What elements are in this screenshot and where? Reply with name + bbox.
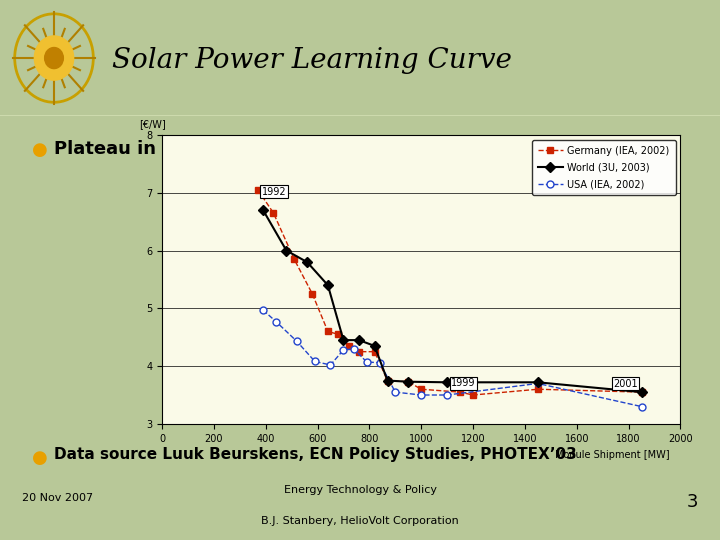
- Germany (IEA, 2002): [417, 386, 426, 393]
- USA (IEA, 2002): [417, 392, 426, 399]
- USA (IEA, 2002): [443, 392, 451, 399]
- Line: USA (IEA, 2002): USA (IEA, 2002): [260, 307, 645, 410]
- World (3U, 2003): [383, 377, 392, 384]
- Text: Plateau in direct manufacturing costs: Plateau in direct manufacturing costs: [54, 140, 436, 158]
- USA (IEA, 2002): [391, 389, 400, 395]
- Germany (IEA, 2002): [308, 291, 317, 297]
- USA (IEA, 2002): [375, 360, 384, 366]
- Legend: Germany (IEA, 2002), World (3U, 2003), USA (IEA, 2002): Germany (IEA, 2002), World (3U, 2003), U…: [533, 140, 675, 195]
- World (3U, 2003): [443, 379, 451, 386]
- Germany (IEA, 2002): [355, 348, 364, 355]
- Text: B.J. Stanbery, HelioVolt Corporation: B.J. Stanbery, HelioVolt Corporation: [261, 516, 459, 526]
- Line: Germany (IEA, 2002): Germany (IEA, 2002): [254, 186, 645, 399]
- USA (IEA, 2002): [271, 319, 280, 325]
- Germany (IEA, 2002): [534, 386, 542, 393]
- World (3U, 2003): [637, 389, 646, 395]
- Germany (IEA, 2002): [290, 256, 299, 262]
- Text: Energy Technology & Policy: Energy Technology & Policy: [284, 485, 436, 495]
- Text: Data source Luuk Beurskens, ECN Policy Studies, PHOTEX’03: Data source Luuk Beurskens, ECN Policy S…: [54, 447, 577, 462]
- Germany (IEA, 2002): [383, 377, 392, 384]
- Text: 3: 3: [687, 494, 698, 511]
- World (3U, 2003): [404, 379, 413, 385]
- World (3U, 2003): [339, 337, 348, 343]
- Text: Solar Power Learning Curve: Solar Power Learning Curve: [112, 47, 511, 74]
- USA (IEA, 2002): [258, 307, 267, 313]
- World (3U, 2003): [282, 247, 291, 254]
- USA (IEA, 2002): [534, 380, 542, 387]
- Text: 2001: 2001: [613, 379, 638, 389]
- World (3U, 2003): [370, 343, 379, 349]
- Germany (IEA, 2002): [404, 379, 413, 385]
- Text: ●: ●: [32, 449, 48, 467]
- Germany (IEA, 2002): [637, 389, 646, 395]
- Text: Module Shipment [MW]: Module Shipment [MW]: [555, 450, 670, 460]
- Text: [€/W]: [€/W]: [139, 119, 166, 129]
- Germany (IEA, 2002): [344, 343, 353, 349]
- Germany (IEA, 2002): [323, 328, 332, 335]
- World (3U, 2003): [303, 259, 312, 265]
- Line: World (3U, 2003): World (3U, 2003): [260, 207, 645, 396]
- Text: 20 Nov 2007: 20 Nov 2007: [22, 494, 93, 503]
- Germany (IEA, 2002): [269, 210, 278, 216]
- Germany (IEA, 2002): [334, 331, 343, 338]
- Germany (IEA, 2002): [253, 187, 262, 193]
- Germany (IEA, 2002): [469, 392, 477, 399]
- World (3U, 2003): [323, 282, 332, 288]
- Text: ●: ●: [32, 141, 48, 159]
- World (3U, 2003): [258, 207, 267, 213]
- Circle shape: [45, 48, 63, 69]
- Circle shape: [35, 36, 73, 80]
- Text: 1992: 1992: [262, 186, 287, 197]
- World (3U, 2003): [355, 337, 364, 343]
- USA (IEA, 2002): [362, 359, 371, 366]
- Germany (IEA, 2002): [370, 348, 379, 355]
- USA (IEA, 2002): [310, 358, 319, 365]
- Text: 1999: 1999: [451, 379, 475, 388]
- Germany (IEA, 2002): [456, 389, 464, 395]
- USA (IEA, 2002): [349, 346, 358, 352]
- World (3U, 2003): [534, 379, 542, 386]
- USA (IEA, 2002): [339, 347, 348, 353]
- USA (IEA, 2002): [637, 403, 646, 410]
- USA (IEA, 2002): [326, 362, 335, 368]
- USA (IEA, 2002): [292, 338, 301, 345]
